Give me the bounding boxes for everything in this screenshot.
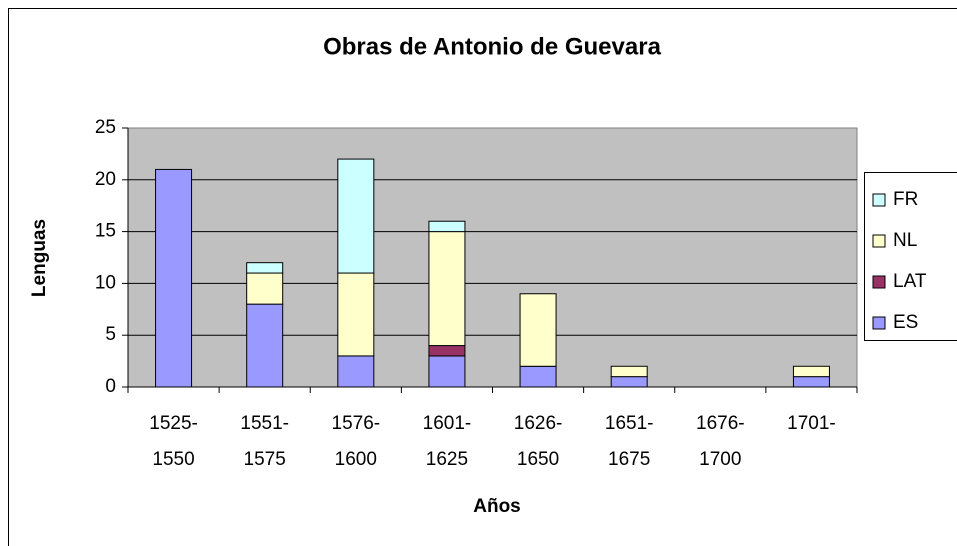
x-tick-label: 1601-1625 <box>423 413 472 470</box>
legend-label: FR <box>893 189 918 210</box>
bar-segment <box>428 231 466 347</box>
bar-segment <box>428 220 466 233</box>
legend-swatch <box>872 234 886 248</box>
x-tick-label: 1525-1550 <box>149 413 198 470</box>
bar-segment <box>519 365 557 388</box>
legend-label: NL <box>893 230 917 251</box>
bar-segment <box>246 303 284 388</box>
y-axis-label: Lenguas <box>29 219 50 297</box>
bar-segment <box>519 293 557 367</box>
bar-segment <box>792 365 830 378</box>
bar-segment <box>610 365 648 378</box>
y-tick-label: 10 <box>95 272 116 293</box>
bar-segment <box>246 262 284 274</box>
bar-segment <box>428 355 466 388</box>
legend-swatch <box>872 193 886 207</box>
y-tick-label: 15 <box>95 221 116 242</box>
y-tick-label: 20 <box>95 169 116 190</box>
x-tick-label: 1651-1675 <box>605 413 654 470</box>
y-tick-label: 0 <box>105 376 116 397</box>
legend-label: ES <box>893 312 918 333</box>
plot-area <box>127 127 858 388</box>
legend-label: LAT <box>893 271 927 292</box>
chart-title: Obras de Antonio de Guevara <box>323 33 662 60</box>
bar-segment <box>610 376 648 388</box>
y-tick-label: 5 <box>105 324 116 345</box>
bar-segment <box>155 168 193 388</box>
x-tick-label: 1551-1575 <box>240 413 289 470</box>
x-tick-label: 1626-1650 <box>514 413 563 470</box>
x-tick-label: 1676-1700 <box>696 413 745 470</box>
bar-segment <box>337 158 375 274</box>
legend-swatch <box>872 316 886 330</box>
bar-segment <box>337 355 375 388</box>
bar-segment <box>428 345 466 357</box>
bar-segment <box>246 272 284 305</box>
y-tick-label: 25 <box>95 117 116 138</box>
x-tick-label: 1576-1600 <box>332 413 381 470</box>
bar-segment <box>337 272 375 357</box>
bar-segment <box>792 376 830 388</box>
legend-swatch <box>872 275 886 289</box>
x-axis-label: Años <box>473 496 521 517</box>
x-tick-label: 1701- <box>787 413 836 434</box>
